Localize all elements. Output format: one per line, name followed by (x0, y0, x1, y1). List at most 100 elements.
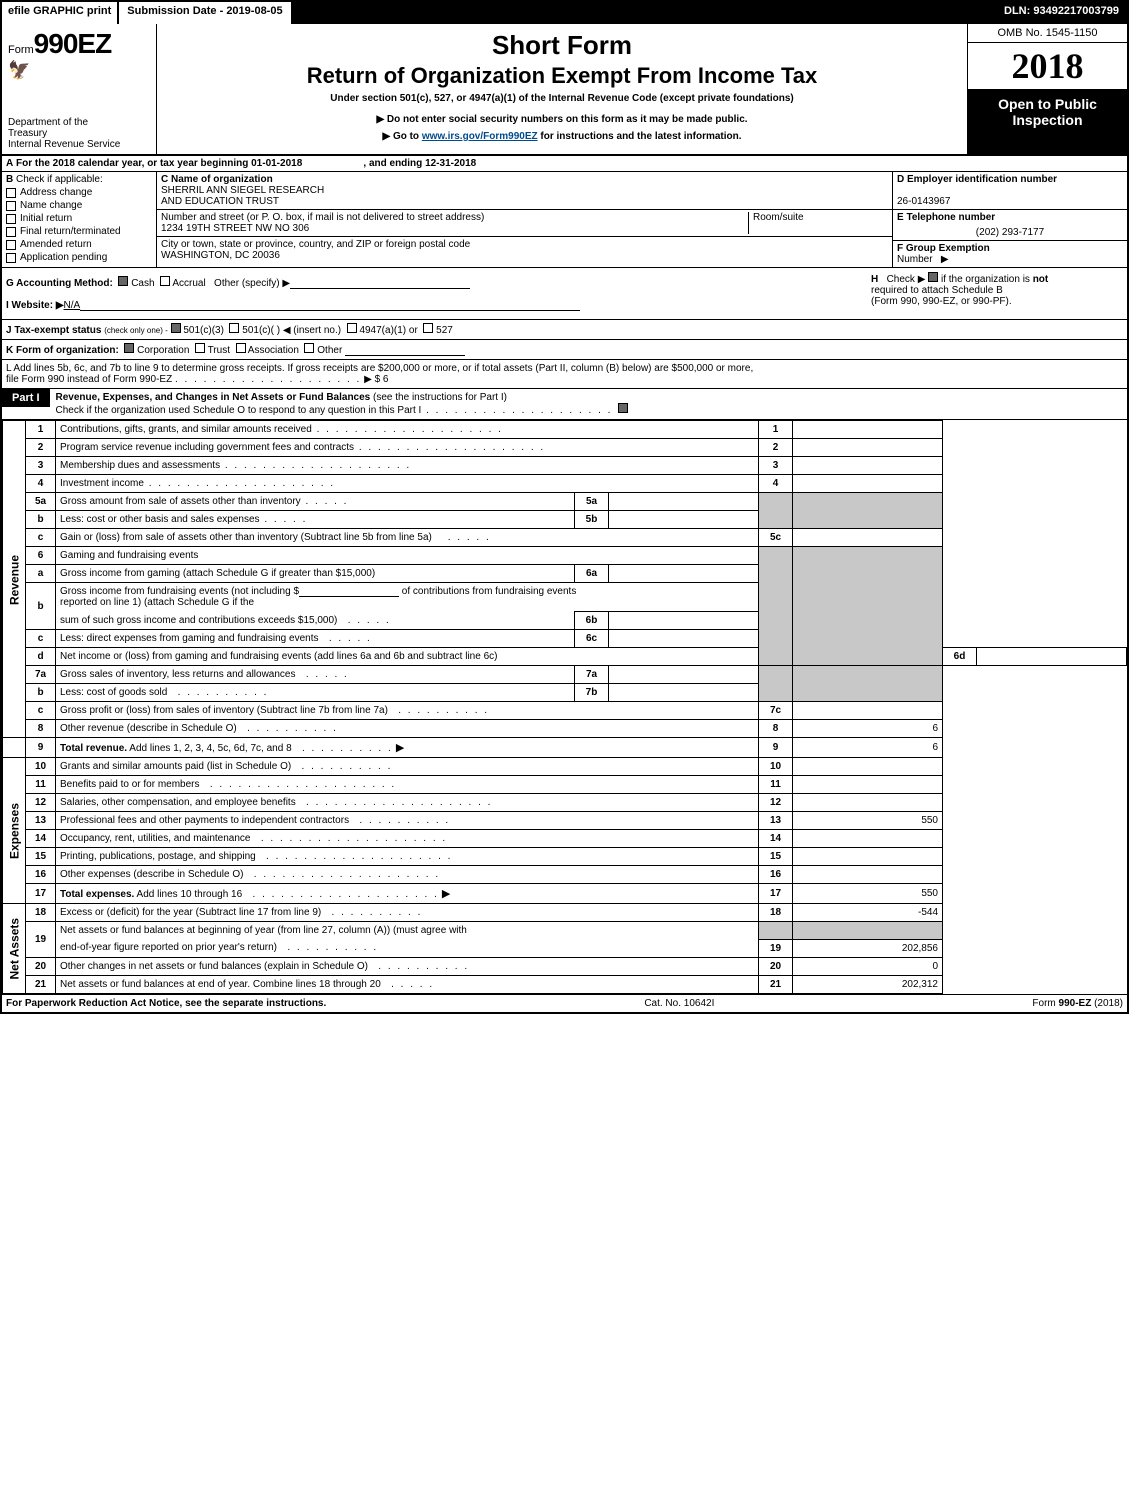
check-label: Amended return (20, 239, 92, 250)
part1-dots (421, 405, 612, 416)
line-num: 15 (26, 848, 56, 866)
line-rval: 202,856 (793, 939, 943, 957)
line-midval (609, 612, 759, 630)
line-num: 1 (26, 421, 56, 439)
line-rval: 550 (793, 812, 943, 830)
check-application-pending[interactable]: Application pending (6, 252, 152, 263)
line-desc: Gross income from gaming (attach Schedul… (56, 565, 575, 583)
line-midval (609, 565, 759, 583)
checkbox-filled-icon (124, 343, 134, 353)
line-8: 8 Other revenue (describe in Schedule O)… (3, 720, 1127, 738)
k-label: K Form of organization: (6, 345, 119, 356)
checkbox-icon (229, 323, 239, 333)
line-num: 12 (26, 794, 56, 812)
line-num: b (26, 511, 56, 529)
line-num: 18 (26, 904, 56, 922)
line-desc: Grants and similar amounts paid (list in… (56, 758, 759, 776)
line-rval: 6 (793, 720, 943, 738)
line-midnum: 6c (575, 630, 609, 648)
check-name-change[interactable]: Name change (6, 200, 152, 211)
line-desc: Printing, publications, postage, and shi… (56, 848, 759, 866)
line-desc: Contributions, gifts, grants, and simila… (56, 421, 759, 439)
k-other-blank[interactable] (345, 355, 465, 356)
line-desc: Gaming and fundraising events (56, 547, 759, 565)
footer-mid: Cat. No. 10642I (644, 998, 714, 1009)
check-label: Name change (20, 200, 82, 211)
goto-pre: ▶ Go to (382, 131, 421, 142)
box-b-title: Check if applicable: (16, 174, 103, 185)
phone-row: E Telephone number (202) 293-7177 (893, 210, 1127, 241)
address-block: B Check if applicable: Address change Na… (2, 172, 1127, 268)
line-rnum: 17 (759, 884, 793, 904)
line-rnum: 2 (759, 439, 793, 457)
checkbox-icon (6, 188, 16, 198)
line-desc: Gross profit or (loss) from sales of inv… (56, 702, 759, 720)
j-o2: 501(c)( ) ◀ (insert no.) (242, 325, 341, 336)
line-desc: Program service revenue including govern… (56, 439, 759, 457)
eagle-icon: 🦅 (8, 60, 150, 81)
line-rnum: 10 (759, 758, 793, 776)
dept-line1: Department of the (8, 117, 150, 128)
line-desc: Professional fees and other payments to … (56, 812, 759, 830)
line-rval: 0 (793, 957, 943, 975)
line-rnum: 16 (759, 866, 793, 884)
form-number: Form990EZ 🦅 (8, 28, 150, 81)
line-rnum: 3 (759, 457, 793, 475)
line-7a: 7a Gross sales of inventory, less return… (3, 666, 1127, 684)
line-6: 6 Gaming and fundraising events (3, 547, 1127, 565)
shaded-cell (793, 493, 943, 529)
goto-link[interactable]: www.irs.gov/Form990EZ (422, 131, 538, 142)
room-suite: Room/suite (748, 212, 888, 234)
line-num: b (26, 583, 56, 630)
line-12: 12 Salaries, other compensation, and emp… (3, 794, 1127, 812)
line-rval: 6 (793, 738, 943, 758)
part-1-sub: (see the instructions for Part I) (373, 392, 507, 403)
line-a-label: A (6, 158, 13, 169)
line-rnum: 5c (759, 529, 793, 547)
line-desc: Occupancy, rent, utilities, and maintena… (56, 830, 759, 848)
line-desc: Excess or (deficit) for the year (Subtra… (56, 904, 759, 922)
check-final-return[interactable]: Final return/terminated (6, 226, 152, 237)
line-6b-2: sum of such gross income and contributio… (3, 612, 1127, 630)
form-prefix: Form (8, 44, 34, 56)
line-num: 14 (26, 830, 56, 848)
shaded-cell (793, 922, 943, 940)
checkbox-icon (6, 201, 16, 211)
line-desc: Other expenses (describe in Schedule O) (56, 866, 759, 884)
line-rnum: 8 (759, 720, 793, 738)
h-check: Check ▶ (887, 274, 926, 285)
line-20: 20 Other changes in net assets or fund b… (3, 957, 1127, 975)
check-amended-return[interactable]: Amended return (6, 239, 152, 250)
line-num: 19 (26, 922, 56, 958)
line-num: c (26, 702, 56, 720)
checkbox-icon (6, 240, 16, 250)
check-address-change[interactable]: Address change (6, 187, 152, 198)
line-6b-1: b Gross income from fundraising events (… (3, 583, 1127, 612)
open-to-public: Open to Public Inspection (968, 90, 1127, 154)
line-11: 11 Benefits paid to or for members 11 (3, 776, 1127, 794)
dept-line3: Internal Revenue Service (8, 139, 150, 150)
line-9: 9 Total revenue. Add lines 1, 2, 3, 4, 5… (3, 738, 1127, 758)
line-num: 16 (26, 866, 56, 884)
blank-field[interactable] (299, 596, 399, 597)
g-other-blank[interactable] (290, 288, 470, 289)
checkbox-filled-icon (171, 323, 181, 333)
h-text3: required to attach Schedule B (871, 285, 1003, 296)
line-3: 3 Membership dues and assessments 3 (3, 457, 1127, 475)
line-midnum: 6a (575, 565, 609, 583)
c-label: C Name of organization (161, 174, 273, 185)
line-6c: c Less: direct expenses from gaming and … (3, 630, 1127, 648)
line-desc: Gross amount from sale of assets other t… (56, 493, 575, 511)
topbar-spacer (293, 2, 996, 24)
line-desc: Net assets or fund balances at beginning… (56, 922, 759, 940)
line-num: c (26, 630, 56, 648)
line-rval (793, 866, 943, 884)
line-rval (977, 648, 1127, 666)
line-rnum: 7c (759, 702, 793, 720)
checkbox-icon (236, 343, 246, 353)
h-label: H (871, 274, 878, 285)
check-initial-return[interactable]: Initial return (6, 213, 152, 224)
line-desc: Less: cost of goods sold (56, 684, 575, 702)
shaded-cell (759, 493, 793, 529)
form-container: efile GRAPHIC print Submission Date - 20… (0, 0, 1129, 1014)
